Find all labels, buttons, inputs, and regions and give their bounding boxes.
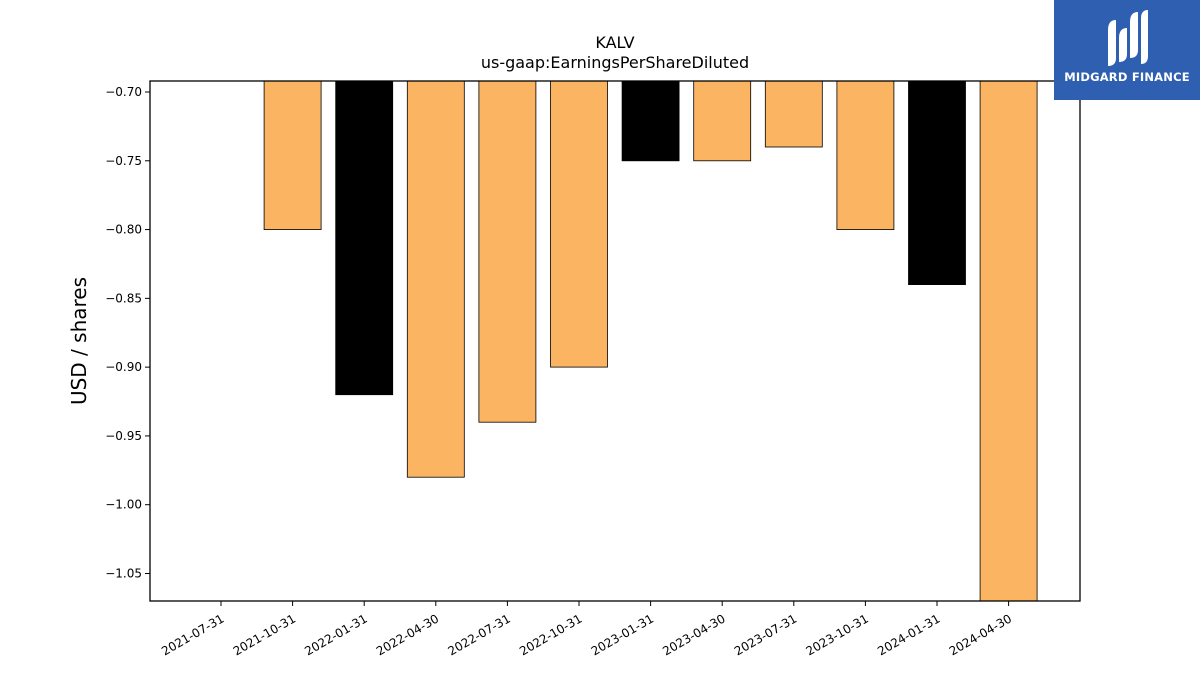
bar-2023-07-31 [764, 80, 823, 148]
x-tick-label: 2022-01-31 [302, 611, 369, 658]
y-tick-label: −0.90 [105, 360, 142, 374]
plot-frame [149, 80, 1081, 602]
bar-2023-10-31 [836, 80, 895, 231]
bars-group [263, 80, 1038, 602]
y-tick-label: −0.95 [105, 429, 142, 443]
bar-2023-01-31 [621, 80, 680, 162]
x-tick-label: 2023-10-31 [803, 611, 870, 658]
bar-2022-07-31 [478, 80, 537, 423]
chart-title: KALV [595, 33, 634, 52]
x-tick-label: 2022-04-30 [374, 611, 441, 658]
bar-2022-04-30 [406, 80, 465, 478]
midgard-finance-logo: MIDGARD FINANCE [1054, 0, 1200, 100]
bar-2022-01-31 [335, 80, 394, 396]
x-tick-label: 2023-01-31 [589, 611, 656, 658]
x-tick-label: 2023-07-31 [732, 611, 799, 658]
bar-2024-01-31 [908, 80, 966, 286]
bar-2022-10-31 [550, 80, 608, 368]
chart-subtitle: us-gaap:EarningsPerShareDiluted [481, 53, 749, 72]
x-axis: 2021-07-31 2021-10-31 2022-01-31 2022-04-30… [159, 601, 1014, 658]
y-tick-label: −1.05 [105, 566, 142, 580]
bar-2023-04-30 [693, 80, 752, 162]
bar-2024-04-30 [979, 80, 1038, 602]
x-tick-label: 2024-04-30 [947, 611, 1014, 658]
x-tick-label: 2022-10-31 [517, 611, 584, 658]
y-tick-label: −0.85 [105, 291, 142, 305]
y-axis-label: USD / shares [67, 277, 91, 405]
x-tick-label: 2024-01-31 [875, 611, 942, 658]
y-tick-label: −0.70 [105, 85, 142, 99]
x-tick-label: 2023-04-30 [660, 611, 727, 658]
y-tick-label: −0.75 [105, 154, 142, 168]
y-tick-label: −0.80 [105, 223, 142, 237]
bar-2021-10-31 [263, 80, 322, 231]
y-tick-label: −1.00 [105, 498, 142, 512]
x-tick-label: 2021-07-31 [159, 611, 226, 658]
y-axis: −0.70 −0.75 −0.80 −0.85 −0.90 −0.95 −1.00 −1.05 [105, 85, 150, 580]
x-tick-label: 2022-07-31 [445, 611, 512, 658]
x-tick-label: 2021-10-31 [231, 611, 298, 658]
logo-mark-icon [1108, 10, 1148, 66]
brand-name: MIDGARD FINANCE [1064, 70, 1190, 84]
